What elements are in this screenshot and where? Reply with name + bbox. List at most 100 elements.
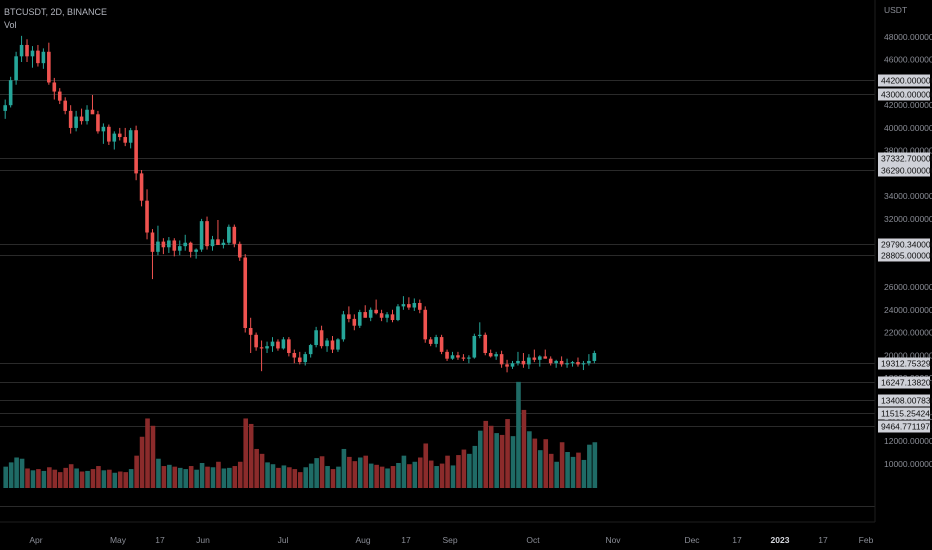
volume-bar xyxy=(254,448,259,488)
volume-bar xyxy=(145,418,150,488)
currency-label: USDT xyxy=(884,5,907,15)
candle-body xyxy=(248,327,253,335)
candle-body xyxy=(254,334,258,348)
candle-body xyxy=(565,363,569,365)
volume-bar xyxy=(423,443,429,488)
level-label: 37332.70000000 xyxy=(881,154,932,164)
candle-body xyxy=(205,221,209,247)
volume-bar xyxy=(30,470,36,488)
volume-bar xyxy=(527,431,532,488)
volume-bar xyxy=(297,472,303,488)
candle-body xyxy=(14,56,18,81)
candle-body xyxy=(25,44,29,57)
volume-bar xyxy=(363,455,369,488)
volume-bar xyxy=(385,468,390,488)
level-label-box xyxy=(878,74,930,87)
candle-body xyxy=(434,337,438,344)
volume-label[interactable]: Vol xyxy=(4,20,17,30)
volume-bar xyxy=(237,461,243,488)
volume-bar xyxy=(188,466,194,488)
level-label: 16247.13820614 xyxy=(881,378,932,388)
volume-bar xyxy=(205,466,210,488)
price-tick: 10000.00000000 xyxy=(884,459,932,469)
volume-bar xyxy=(379,466,385,488)
volume-bar xyxy=(8,462,14,488)
volume-bar xyxy=(36,469,41,488)
time-tick: Jul xyxy=(278,535,289,545)
level-label: 28805.00000000 xyxy=(881,251,932,261)
time-tick: Jun xyxy=(196,535,210,545)
candle-body xyxy=(232,226,237,244)
volume-bars xyxy=(3,381,598,488)
volume-bar xyxy=(292,469,298,488)
candle-body xyxy=(167,240,171,248)
price-tick: 38000.00000000 xyxy=(884,146,932,156)
candle-body xyxy=(237,243,242,258)
volume-bar xyxy=(396,462,401,488)
candle-body xyxy=(499,354,504,365)
level-label: 13408.00783058 xyxy=(881,396,932,406)
volume-bar xyxy=(374,464,379,488)
symbol-title[interactable]: BTCUSDT, 2D, BINANCE xyxy=(4,7,108,17)
volume-bar xyxy=(128,469,134,488)
candle-body xyxy=(390,314,395,321)
candle-body xyxy=(576,362,580,365)
candle-body xyxy=(30,50,35,57)
candle-body xyxy=(548,358,553,364)
volume-bar xyxy=(74,468,79,488)
volume-bar xyxy=(439,463,445,488)
candle-body xyxy=(68,110,73,128)
volume-bar xyxy=(303,467,309,488)
volume-bar xyxy=(112,472,118,488)
candle-body xyxy=(287,339,291,353)
candle-body xyxy=(559,360,564,365)
time-tick: Feb xyxy=(859,535,874,545)
candle-body xyxy=(3,105,7,111)
time-tick: Sep xyxy=(442,535,457,545)
candle-body xyxy=(352,318,357,326)
time-tick: May xyxy=(110,535,127,545)
candle-body xyxy=(270,341,275,347)
volume-bar xyxy=(581,459,587,488)
candle-body xyxy=(347,314,351,319)
price-tick: 48000.00000000 xyxy=(884,32,932,42)
volume-bar xyxy=(548,453,554,488)
volume-bar xyxy=(407,464,412,488)
level-label: 9464.77119787 xyxy=(881,422,932,432)
candle-body xyxy=(472,335,477,358)
candle-body xyxy=(107,126,111,142)
volume-bar xyxy=(183,469,189,488)
price-tick: 46000.00000000 xyxy=(884,55,932,65)
time-axis-labels[interactable]: Apr May 17 Jun Jul Aug 17 Sep Oct Nov Dec 17 2023 17 F… xyxy=(29,535,873,545)
candle-body xyxy=(477,334,482,336)
candle-body xyxy=(483,334,488,353)
volume-bar xyxy=(477,430,483,488)
volume-bar xyxy=(85,470,90,488)
candle-body xyxy=(150,232,155,252)
price-tick: 34000.00000000 xyxy=(884,191,932,201)
time-tick: 17 xyxy=(732,535,742,545)
price-tick: 22000.00000000 xyxy=(884,328,932,338)
candle-body xyxy=(336,339,340,350)
volume-bar xyxy=(576,452,581,488)
time-tick: 17 xyxy=(401,535,411,545)
candle-body xyxy=(314,330,318,346)
candle-body xyxy=(199,221,204,250)
candle-body xyxy=(63,100,68,111)
level-label: 19312.75329153 xyxy=(881,359,932,369)
candle-body xyxy=(8,80,13,106)
candle-body xyxy=(139,173,144,201)
volume-bar xyxy=(270,464,276,488)
volume-bar xyxy=(308,463,314,488)
volume-bar xyxy=(532,438,538,488)
time-tick: 17 xyxy=(818,535,828,545)
volume-bar xyxy=(499,434,505,488)
volume-bar xyxy=(221,468,227,488)
volume-bar xyxy=(79,471,85,488)
candle-body xyxy=(417,302,422,310)
price-tick: 40000.00000000 xyxy=(884,123,932,133)
candle-body xyxy=(57,91,62,101)
volume-bar xyxy=(352,461,358,488)
candle-body xyxy=(259,347,264,349)
